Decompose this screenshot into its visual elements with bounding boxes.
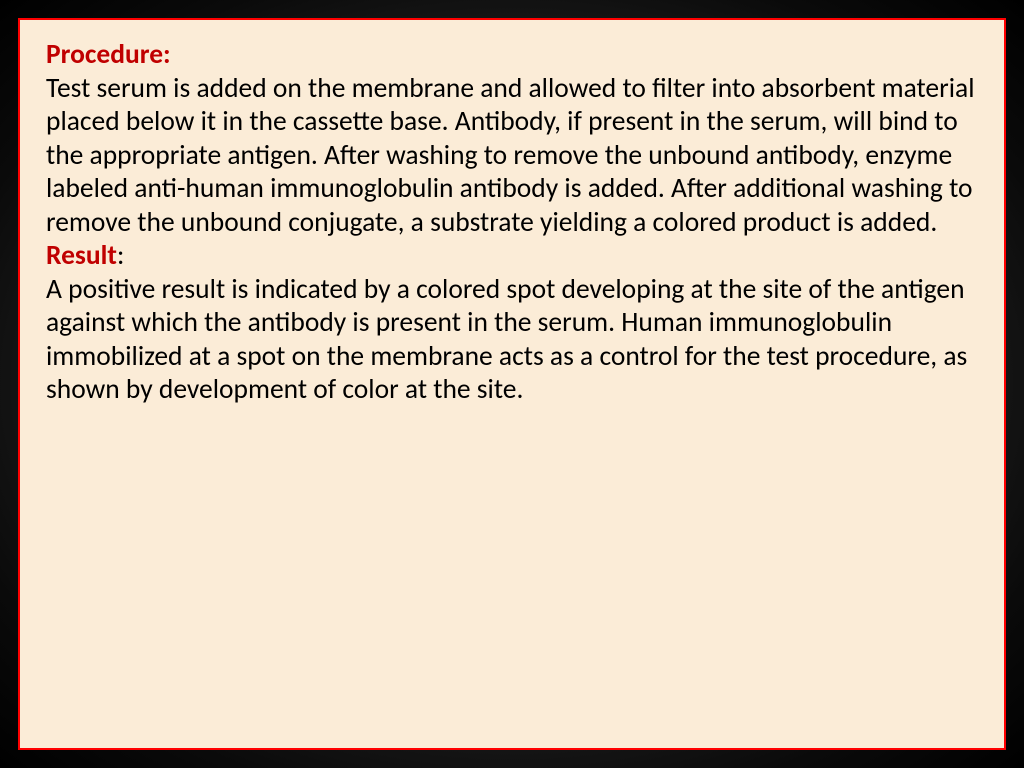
section-heading-result: Result: [46, 239, 117, 272]
section-body-procedure: Test serum is added on the membrane and …: [46, 72, 975, 239]
section-heading-procedure: Procedure:: [46, 38, 171, 71]
slide-panel: Procedure: Test serum is added on the me…: [18, 18, 1006, 750]
section-heading-result-suffix: :: [117, 239, 124, 272]
slide-content: Procedure: Test serum is added on the me…: [46, 38, 978, 407]
section-body-result: A positive result is indicated by a colo…: [46, 273, 967, 407]
